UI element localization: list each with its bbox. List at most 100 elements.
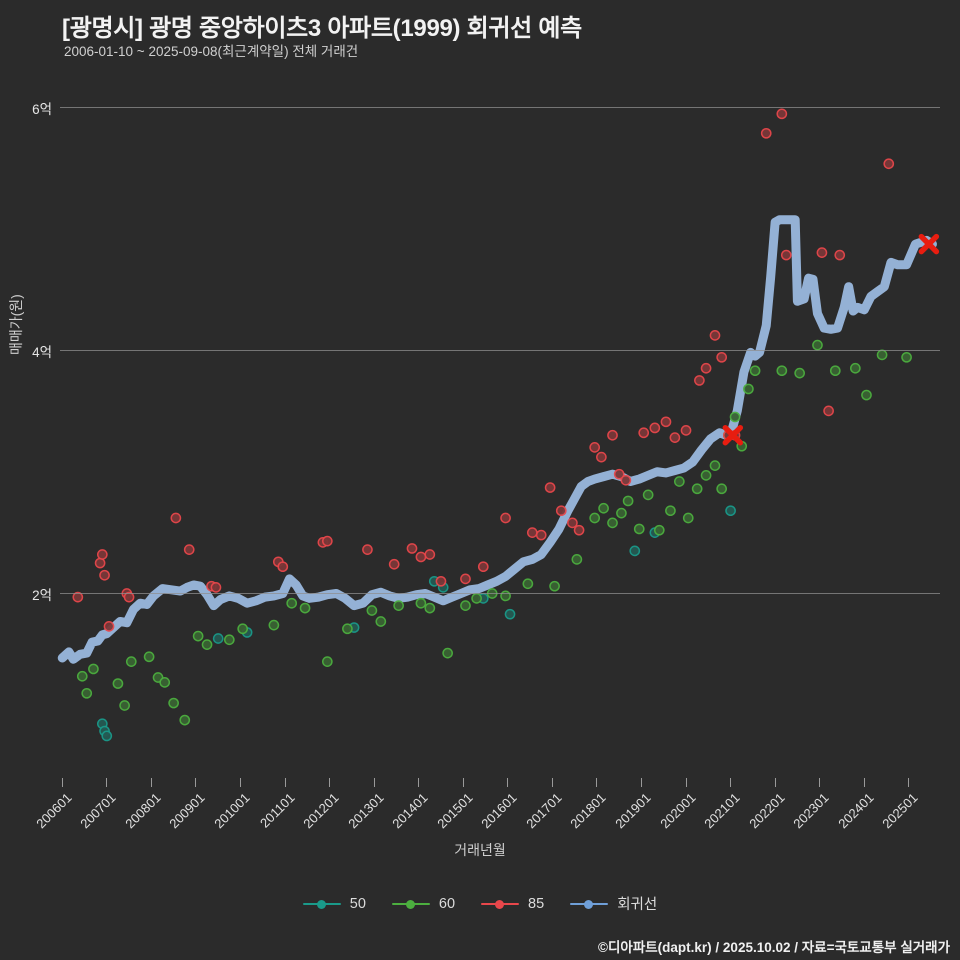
data-point (81, 687, 93, 699)
y-tick-label: 4억 (32, 345, 52, 360)
data-point (589, 512, 601, 524)
chart-legend: 50 60 85 회귀선 (0, 893, 960, 914)
legend-item-60[interactable]: 60 (391, 896, 455, 912)
data-point (103, 621, 115, 632)
data-point (348, 622, 360, 633)
x-tick (819, 778, 821, 787)
x-cross (722, 424, 744, 446)
data-point (849, 362, 861, 374)
data-point (362, 544, 373, 556)
x-tick (373, 778, 375, 787)
legend-label: 85 (528, 895, 545, 912)
data-point (477, 593, 489, 604)
data-point (522, 578, 534, 590)
data-point (366, 605, 378, 616)
data-point (94, 557, 106, 569)
data-point (589, 442, 601, 453)
x-tick-label: 201701 (523, 790, 565, 832)
legend-marker-icon (570, 897, 609, 911)
x-tick-label: 201001 (211, 790, 253, 832)
data-point (321, 535, 333, 547)
x-tick (329, 778, 331, 787)
data-point (629, 545, 641, 557)
data-point (834, 249, 846, 261)
x-tick-label: 201801 (567, 790, 610, 832)
data-point (183, 544, 195, 556)
data-point (317, 537, 329, 548)
data-point (709, 460, 721, 471)
x-tick (730, 778, 732, 787)
data-point (143, 651, 155, 663)
data-point (460, 573, 471, 585)
x-tick (106, 778, 108, 787)
x-tick-label: 202401 (835, 790, 877, 832)
data-point (649, 422, 661, 434)
data-point (435, 575, 447, 587)
data-point (749, 365, 761, 377)
data-point (743, 383, 754, 395)
x-tick-label: 201101 (256, 790, 298, 831)
data-point (96, 718, 108, 730)
data-point (375, 616, 387, 627)
data-point (223, 634, 235, 646)
data-point (415, 597, 427, 609)
x-tick-label: 202501 (879, 790, 921, 832)
legend-item-85[interactable]: 85 (481, 896, 544, 912)
x-tick (61, 778, 63, 787)
legend-item-50[interactable]: 50 (302, 896, 366, 912)
x-tick (863, 778, 865, 787)
x-cross (918, 233, 940, 255)
data-point (573, 524, 585, 536)
y-axis-label: 매매가(원) (8, 294, 24, 355)
data-point (170, 512, 182, 524)
data-point (638, 427, 650, 439)
data-point (665, 505, 676, 517)
x-tick-label: 201301 (344, 790, 387, 832)
data-point (212, 633, 224, 644)
y-tick-label: 6억 (32, 101, 52, 117)
data-point (776, 365, 788, 377)
x-tick-label: 202101 (701, 790, 743, 832)
data-point (642, 489, 654, 501)
x-axis-label: 거래년월 (454, 842, 506, 858)
data-point (716, 483, 728, 495)
page-title: [광명시] 광명 중앙하이츠3 아파트(1999) 회귀선 예측 (62, 15, 582, 42)
data-point (206, 580, 217, 592)
y-tick-label: 2억 (32, 588, 52, 604)
data-point (571, 554, 583, 565)
data-point (268, 619, 280, 631)
data-point (736, 440, 748, 452)
data-point (607, 517, 618, 529)
data-point (876, 349, 888, 361)
x-tick-label: 201401 (389, 790, 431, 832)
data-point (812, 339, 823, 351)
x-tick-label: 201901 (612, 790, 654, 832)
x-tick (551, 778, 553, 787)
data-point (607, 429, 618, 441)
data-point (152, 672, 164, 683)
legend-label: 회귀선 (617, 897, 658, 913)
data-point (544, 482, 556, 493)
data-point (299, 602, 311, 614)
legend-marker-icon (481, 897, 520, 911)
legend-item-회귀선[interactable]: 회귀선 (570, 893, 657, 914)
data-point (201, 639, 213, 650)
x-tick (685, 778, 687, 787)
data-point (424, 549, 436, 560)
x-tick (774, 778, 776, 787)
data-point (829, 365, 841, 377)
x-tick-label: 200901 (166, 790, 209, 832)
data-point (682, 512, 694, 524)
data-point (241, 627, 253, 638)
data-point (816, 247, 828, 258)
data-point (700, 362, 712, 374)
data-point (112, 678, 124, 689)
data-point (442, 647, 453, 659)
data-point (119, 700, 130, 711)
series-50 (96, 505, 736, 742)
data-point (620, 474, 632, 486)
x-tick-label: 202001 (656, 790, 699, 832)
x-tick-label: 200701 (77, 790, 119, 832)
data-point (555, 505, 567, 517)
